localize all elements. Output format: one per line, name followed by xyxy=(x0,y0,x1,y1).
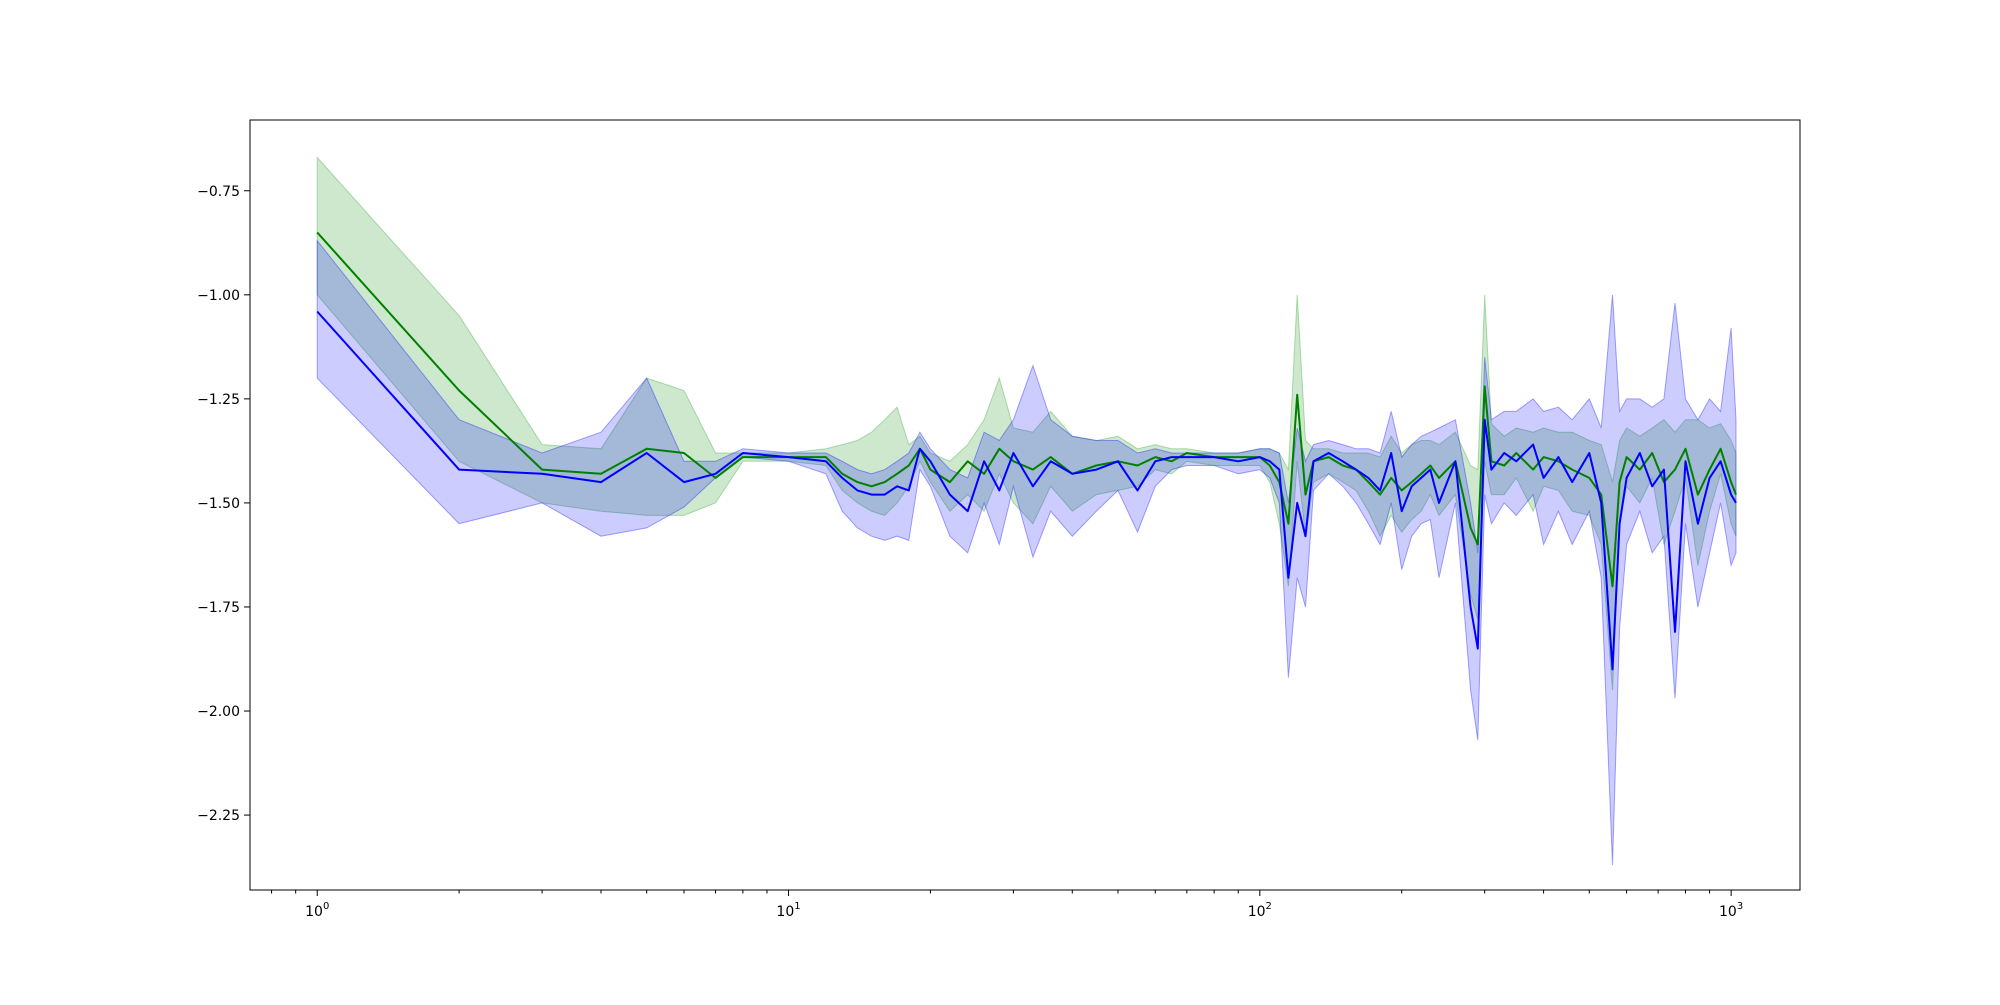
y-tick-label: −1.00 xyxy=(197,288,240,304)
x-tick-label: 102 xyxy=(1248,901,1272,920)
y-tick-label: −2.25 xyxy=(197,808,240,824)
series-lines xyxy=(316,231,1737,671)
y-tick-label: −1.75 xyxy=(197,600,240,616)
x-tick-label: 100 xyxy=(305,901,329,920)
x-axis: 100 101 102 103 xyxy=(271,890,1743,920)
y-tick-label: −1.50 xyxy=(197,496,240,512)
series-1-band xyxy=(316,156,1737,691)
y-tick-label: −1.25 xyxy=(197,392,240,408)
y-axis: −0.75 −1.00 −1.25 −1.50 −1.75 −2.00 −2.25 xyxy=(197,184,250,824)
confidence-bands xyxy=(316,156,1737,866)
y-tick-label: −0.75 xyxy=(197,184,240,200)
y-tick-label: −2.00 xyxy=(197,704,240,720)
series-1-line xyxy=(316,231,1737,588)
x-tick-label: 101 xyxy=(776,901,800,920)
series-2-line xyxy=(316,310,1737,671)
x-tick-label: 103 xyxy=(1719,901,1743,920)
series-2-band xyxy=(316,239,1737,866)
plot-frame xyxy=(249,119,1801,891)
